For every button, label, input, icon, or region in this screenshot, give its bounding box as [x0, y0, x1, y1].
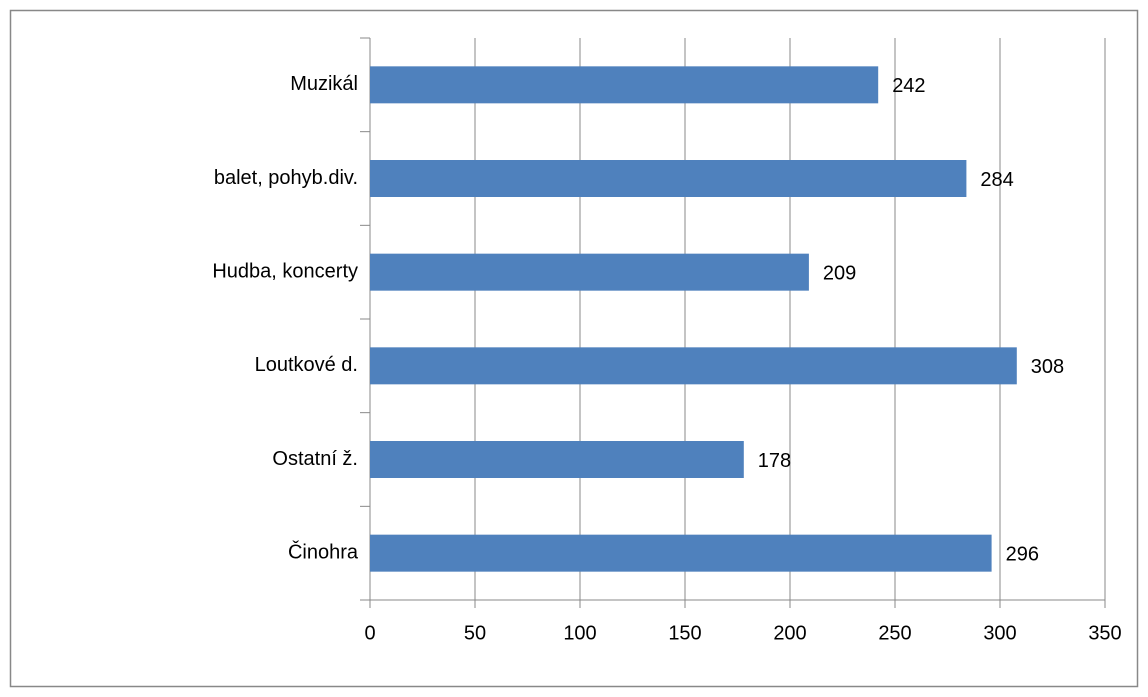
x-tick-label: 350 [1088, 622, 1121, 644]
x-tick-label: 300 [983, 622, 1016, 644]
data-label: 242 [892, 75, 925, 97]
y-tick-label: Loutkové d. [255, 354, 358, 376]
y-tick-label: Ostatní ž. [272, 448, 358, 470]
bar [370, 66, 879, 104]
data-label: 178 [758, 450, 791, 472]
y-tick-label: Muzikál [290, 73, 358, 95]
x-tick-label: 50 [464, 622, 486, 644]
y-tick-label: Činohra [288, 540, 359, 563]
data-label: 284 [980, 169, 1013, 191]
y-tick-label: Hudba, koncerty [212, 260, 358, 282]
data-label: 209 [823, 262, 856, 284]
x-tick-label: 200 [773, 622, 806, 644]
data-label: 296 [1006, 543, 1039, 565]
data-label: 308 [1031, 356, 1064, 378]
bar [370, 441, 744, 478]
x-tick-label: 150 [668, 622, 701, 644]
x-tick-label: 0 [364, 622, 375, 644]
x-tick-label: 100 [563, 622, 596, 644]
bar [370, 534, 992, 572]
bar [370, 160, 967, 197]
bar [370, 347, 1017, 385]
y-tick-label: balet, pohyb.div. [214, 167, 358, 189]
x-tick-label: 250 [878, 622, 911, 644]
bar [370, 253, 809, 291]
